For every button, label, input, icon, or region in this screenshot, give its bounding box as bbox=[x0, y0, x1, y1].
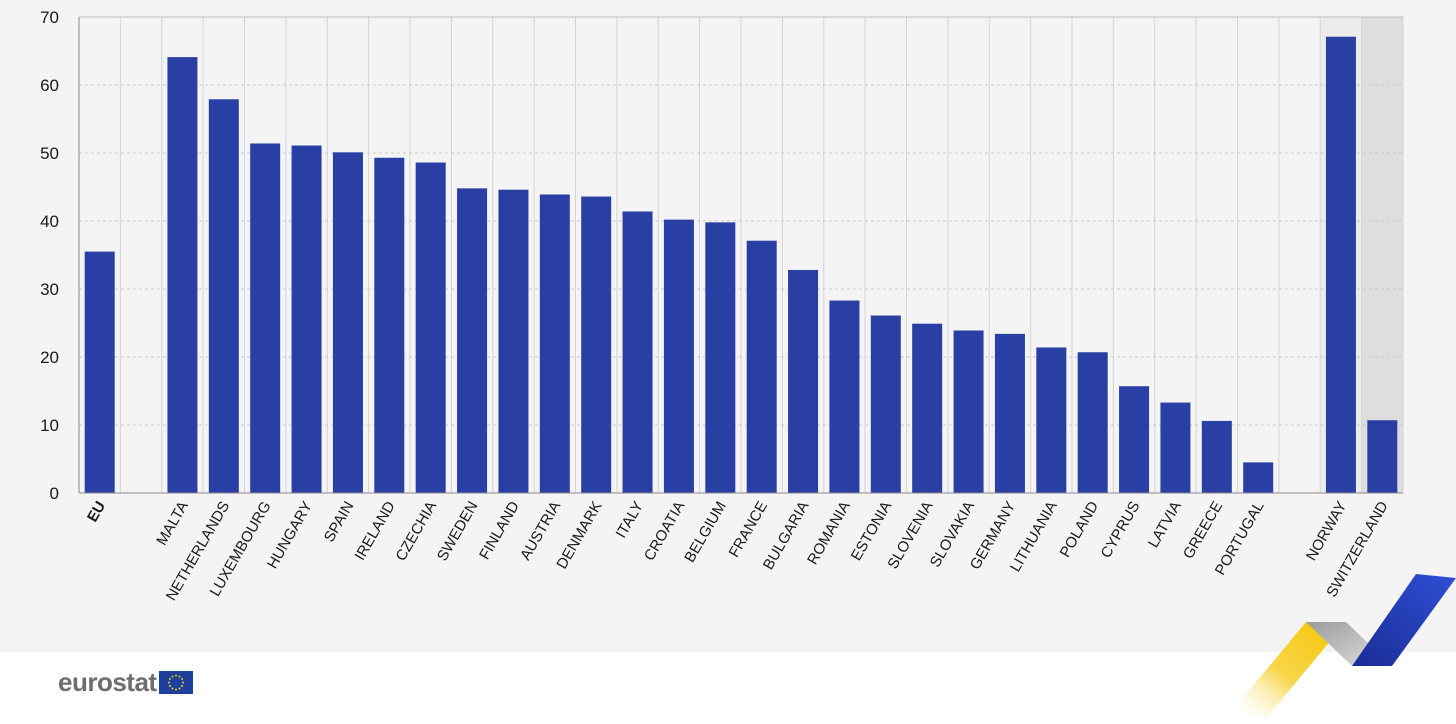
eu-flag-icon bbox=[158, 670, 193, 694]
bar-italy bbox=[622, 211, 653, 494]
bar-france bbox=[746, 240, 777, 493]
x-tick-label: SWEDEN bbox=[434, 499, 482, 565]
bar-latvia bbox=[1160, 402, 1191, 493]
flag-star bbox=[171, 674, 174, 677]
bar-luxembourg bbox=[250, 143, 281, 494]
bar-greece bbox=[1201, 420, 1232, 493]
x-tick-label: ESTONIA bbox=[848, 499, 896, 564]
bar-austria bbox=[539, 194, 570, 494]
x-tick-label: CROATIA bbox=[641, 499, 689, 564]
x-tick-label: FRANCE bbox=[726, 499, 772, 561]
y-tick-label: 10 bbox=[40, 416, 59, 435]
x-tick-label: ROMANIA bbox=[804, 499, 854, 568]
flag-star bbox=[174, 674, 177, 676]
bar-germany bbox=[994, 333, 1025, 493]
bar-romania bbox=[829, 300, 860, 493]
bar-finland bbox=[498, 189, 529, 493]
bar-croatia bbox=[663, 219, 694, 493]
x-tick-label: EU bbox=[84, 499, 109, 526]
bar-lithuania bbox=[1036, 347, 1067, 493]
bar-ireland bbox=[374, 157, 405, 493]
y-tick-label: 30 bbox=[40, 280, 59, 299]
flag-star bbox=[167, 681, 170, 683]
x-tick-label: IRELAND bbox=[352, 498, 399, 563]
bar-norway bbox=[1325, 36, 1356, 493]
x-tick-label: ITALY bbox=[613, 499, 647, 542]
flag-star bbox=[178, 687, 181, 690]
x-tick-label: POLAND bbox=[1057, 498, 1103, 560]
flag-star bbox=[168, 684, 171, 687]
bar-slovenia bbox=[912, 323, 943, 493]
flag-star bbox=[180, 677, 183, 680]
bar-portugal bbox=[1243, 462, 1274, 493]
flag-star bbox=[181, 681, 184, 683]
logo-text: eurostat bbox=[58, 666, 157, 697]
flag-star bbox=[174, 688, 177, 690]
eurostat-logo: eurostat bbox=[58, 664, 193, 700]
y-tick-label: 40 bbox=[40, 212, 59, 231]
bar-switzerland bbox=[1367, 420, 1398, 493]
flag-star bbox=[171, 687, 174, 690]
x-tick-label: AUSTRIA bbox=[517, 499, 564, 564]
x-tick-label: CYPRUS bbox=[1098, 499, 1144, 562]
bar-eu bbox=[84, 251, 115, 493]
bar-cyprus bbox=[1119, 386, 1150, 493]
y-tick-label: 20 bbox=[40, 348, 59, 367]
x-tick-label: NORWAY bbox=[1303, 499, 1351, 564]
bar-denmark bbox=[581, 196, 612, 493]
y-tick-label: 0 bbox=[50, 484, 59, 503]
bar-slovakia bbox=[953, 330, 984, 493]
efta-band bbox=[1361, 17, 1403, 493]
y-tick-label: 50 bbox=[40, 144, 59, 163]
bar-poland bbox=[1077, 352, 1108, 493]
x-tick-label: FINLAND bbox=[476, 498, 523, 562]
x-tick-label: SPAIN bbox=[321, 499, 358, 546]
bar-belgium bbox=[705, 222, 736, 494]
y-tick-label: 70 bbox=[40, 8, 59, 27]
footer bbox=[0, 652, 1456, 724]
bar-bulgaria bbox=[788, 269, 819, 493]
bar-estonia bbox=[870, 315, 901, 493]
bar-malta bbox=[167, 57, 198, 494]
x-tick-label: BELGIUM bbox=[681, 499, 729, 566]
flag-star bbox=[178, 674, 181, 677]
y-tick-label: 60 bbox=[40, 76, 59, 95]
flag-star bbox=[180, 684, 183, 687]
bar-spain bbox=[332, 152, 363, 493]
bar-netherlands bbox=[208, 99, 239, 493]
bar-sweden bbox=[457, 188, 488, 494]
bar-czechia bbox=[415, 162, 446, 493]
x-tick-label: GREECE bbox=[1180, 499, 1226, 562]
flag-star bbox=[168, 677, 171, 680]
x-tick-label: CZECHIA bbox=[393, 499, 441, 565]
bar-hungary bbox=[291, 145, 322, 493]
x-tick-label: LATVIA bbox=[1145, 499, 1185, 551]
x-tick-label: MALTA bbox=[153, 499, 192, 549]
